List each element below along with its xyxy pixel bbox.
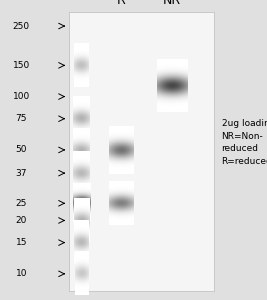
Text: 37: 37 [15,169,27,178]
Text: 25: 25 [16,199,27,208]
Text: 20: 20 [16,216,27,225]
Text: 10: 10 [15,269,27,278]
Text: 150: 150 [13,61,30,70]
FancyBboxPatch shape [69,12,214,291]
Text: 100: 100 [13,92,30,101]
Text: 2ug loading
NR=Non-
reduced
R=reduced: 2ug loading NR=Non- reduced R=reduced [222,119,267,166]
Text: 15: 15 [15,238,27,247]
Text: 75: 75 [15,114,27,123]
Text: NR: NR [163,0,181,8]
Text: R: R [117,0,126,8]
Text: 250: 250 [13,22,30,31]
Text: 50: 50 [15,146,27,154]
